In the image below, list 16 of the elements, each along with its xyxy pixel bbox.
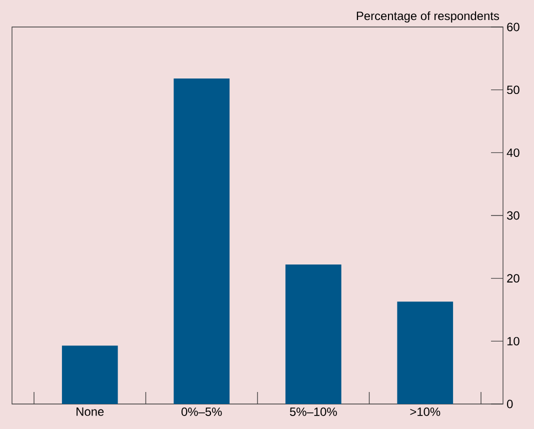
y-tick-label: 10	[507, 336, 520, 346]
y-tick-label: 30	[506, 211, 520, 220]
y-tick-label: 20	[507, 274, 520, 283]
y-axis-title: Percentage of respondents	[356, 11, 500, 22]
y-tick-label: 60	[507, 22, 520, 32]
x-tick-label: 0%–5%	[182, 408, 222, 416]
x-tick-label: >10%	[410, 408, 440, 416]
x-tick-label: 5%–10%	[290, 408, 337, 416]
bar	[174, 78, 230, 404]
bar	[62, 346, 118, 404]
y-tick-label: 40	[506, 148, 520, 157]
bar	[285, 264, 342, 404]
y-tick-label: 0	[507, 400, 513, 408]
y-tick-label: 50	[507, 86, 520, 94]
bar	[397, 302, 454, 404]
x-tick-label: None	[76, 408, 104, 416]
